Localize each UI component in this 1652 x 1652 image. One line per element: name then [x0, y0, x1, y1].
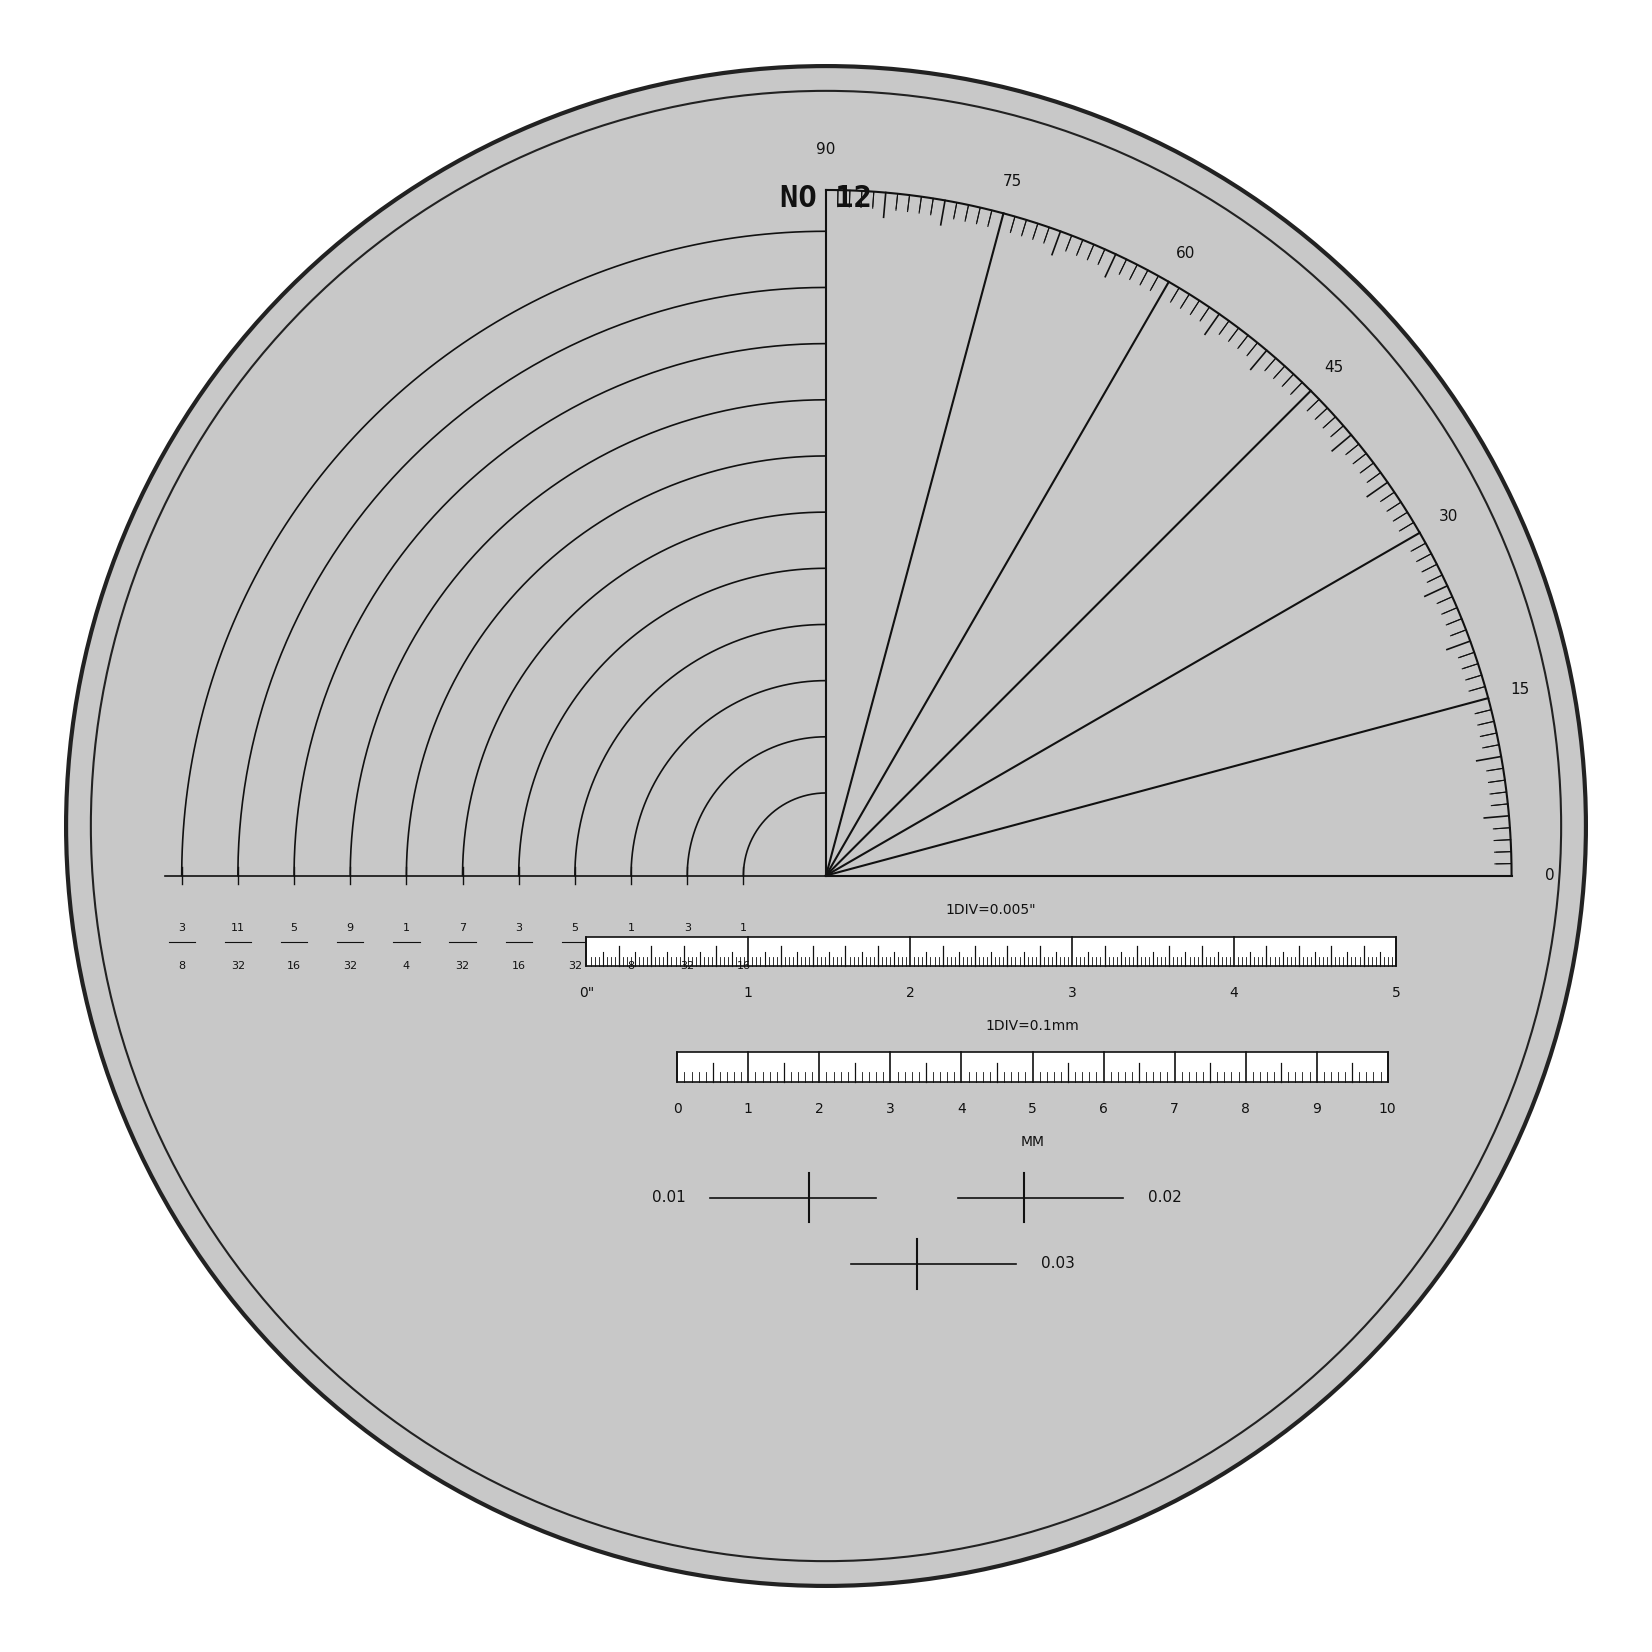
- Text: 32: 32: [568, 961, 582, 971]
- Text: 0: 0: [672, 1102, 682, 1115]
- Text: 1: 1: [743, 986, 753, 999]
- Text: 60: 60: [1176, 246, 1194, 261]
- Text: 4: 4: [403, 961, 410, 971]
- Text: 32: 32: [681, 961, 694, 971]
- Text: 16: 16: [287, 961, 301, 971]
- Text: 0.02: 0.02: [1148, 1189, 1181, 1206]
- Text: 3: 3: [178, 923, 185, 933]
- Text: 45: 45: [1325, 360, 1343, 375]
- Text: 1: 1: [740, 923, 747, 933]
- Text: 75: 75: [1003, 173, 1021, 188]
- Text: 5: 5: [1028, 1102, 1037, 1115]
- Text: 1DIV=0.1mm: 1DIV=0.1mm: [986, 1019, 1079, 1032]
- Text: 15: 15: [1510, 682, 1530, 697]
- Text: 16: 16: [512, 961, 525, 971]
- Text: 8: 8: [628, 961, 634, 971]
- Text: 2: 2: [814, 1102, 824, 1115]
- Text: 6: 6: [1099, 1102, 1108, 1115]
- Text: 11: 11: [231, 923, 244, 933]
- Text: 0": 0": [578, 986, 595, 999]
- Text: 32: 32: [344, 961, 357, 971]
- Text: 8: 8: [178, 961, 185, 971]
- Text: 90: 90: [816, 142, 836, 157]
- Text: 5: 5: [572, 923, 578, 933]
- Text: 30: 30: [1439, 509, 1459, 524]
- Text: 5: 5: [291, 923, 297, 933]
- Text: 5: 5: [1391, 986, 1401, 999]
- Circle shape: [66, 66, 1586, 1586]
- Text: 0: 0: [1545, 867, 1555, 884]
- Text: 9: 9: [347, 923, 354, 933]
- Text: 3: 3: [1067, 986, 1077, 999]
- Text: 4: 4: [957, 1102, 966, 1115]
- Text: 7: 7: [1170, 1102, 1180, 1115]
- Text: 1: 1: [743, 1102, 753, 1115]
- Text: 0.01: 0.01: [653, 1189, 686, 1206]
- Text: 9: 9: [1312, 1102, 1322, 1115]
- Text: 1: 1: [403, 923, 410, 933]
- Text: 8: 8: [1241, 1102, 1251, 1115]
- Text: NO 12: NO 12: [780, 183, 872, 213]
- Text: 1: 1: [628, 923, 634, 933]
- Bar: [586, 937, 1396, 966]
- Text: MM: MM: [1021, 1135, 1044, 1148]
- Text: 2: 2: [905, 986, 915, 999]
- Text: 16: 16: [737, 961, 750, 971]
- Text: 4: 4: [1229, 986, 1239, 999]
- Text: 32: 32: [231, 961, 244, 971]
- Text: 1DIV=0.005": 1DIV=0.005": [947, 904, 1036, 917]
- Bar: [677, 1052, 1388, 1082]
- Text: 3: 3: [885, 1102, 895, 1115]
- Text: 10: 10: [1379, 1102, 1396, 1115]
- Text: 3: 3: [515, 923, 522, 933]
- Text: 3: 3: [684, 923, 691, 933]
- Text: 0.03: 0.03: [1041, 1256, 1075, 1272]
- Text: 7: 7: [459, 923, 466, 933]
- Text: 32: 32: [456, 961, 469, 971]
